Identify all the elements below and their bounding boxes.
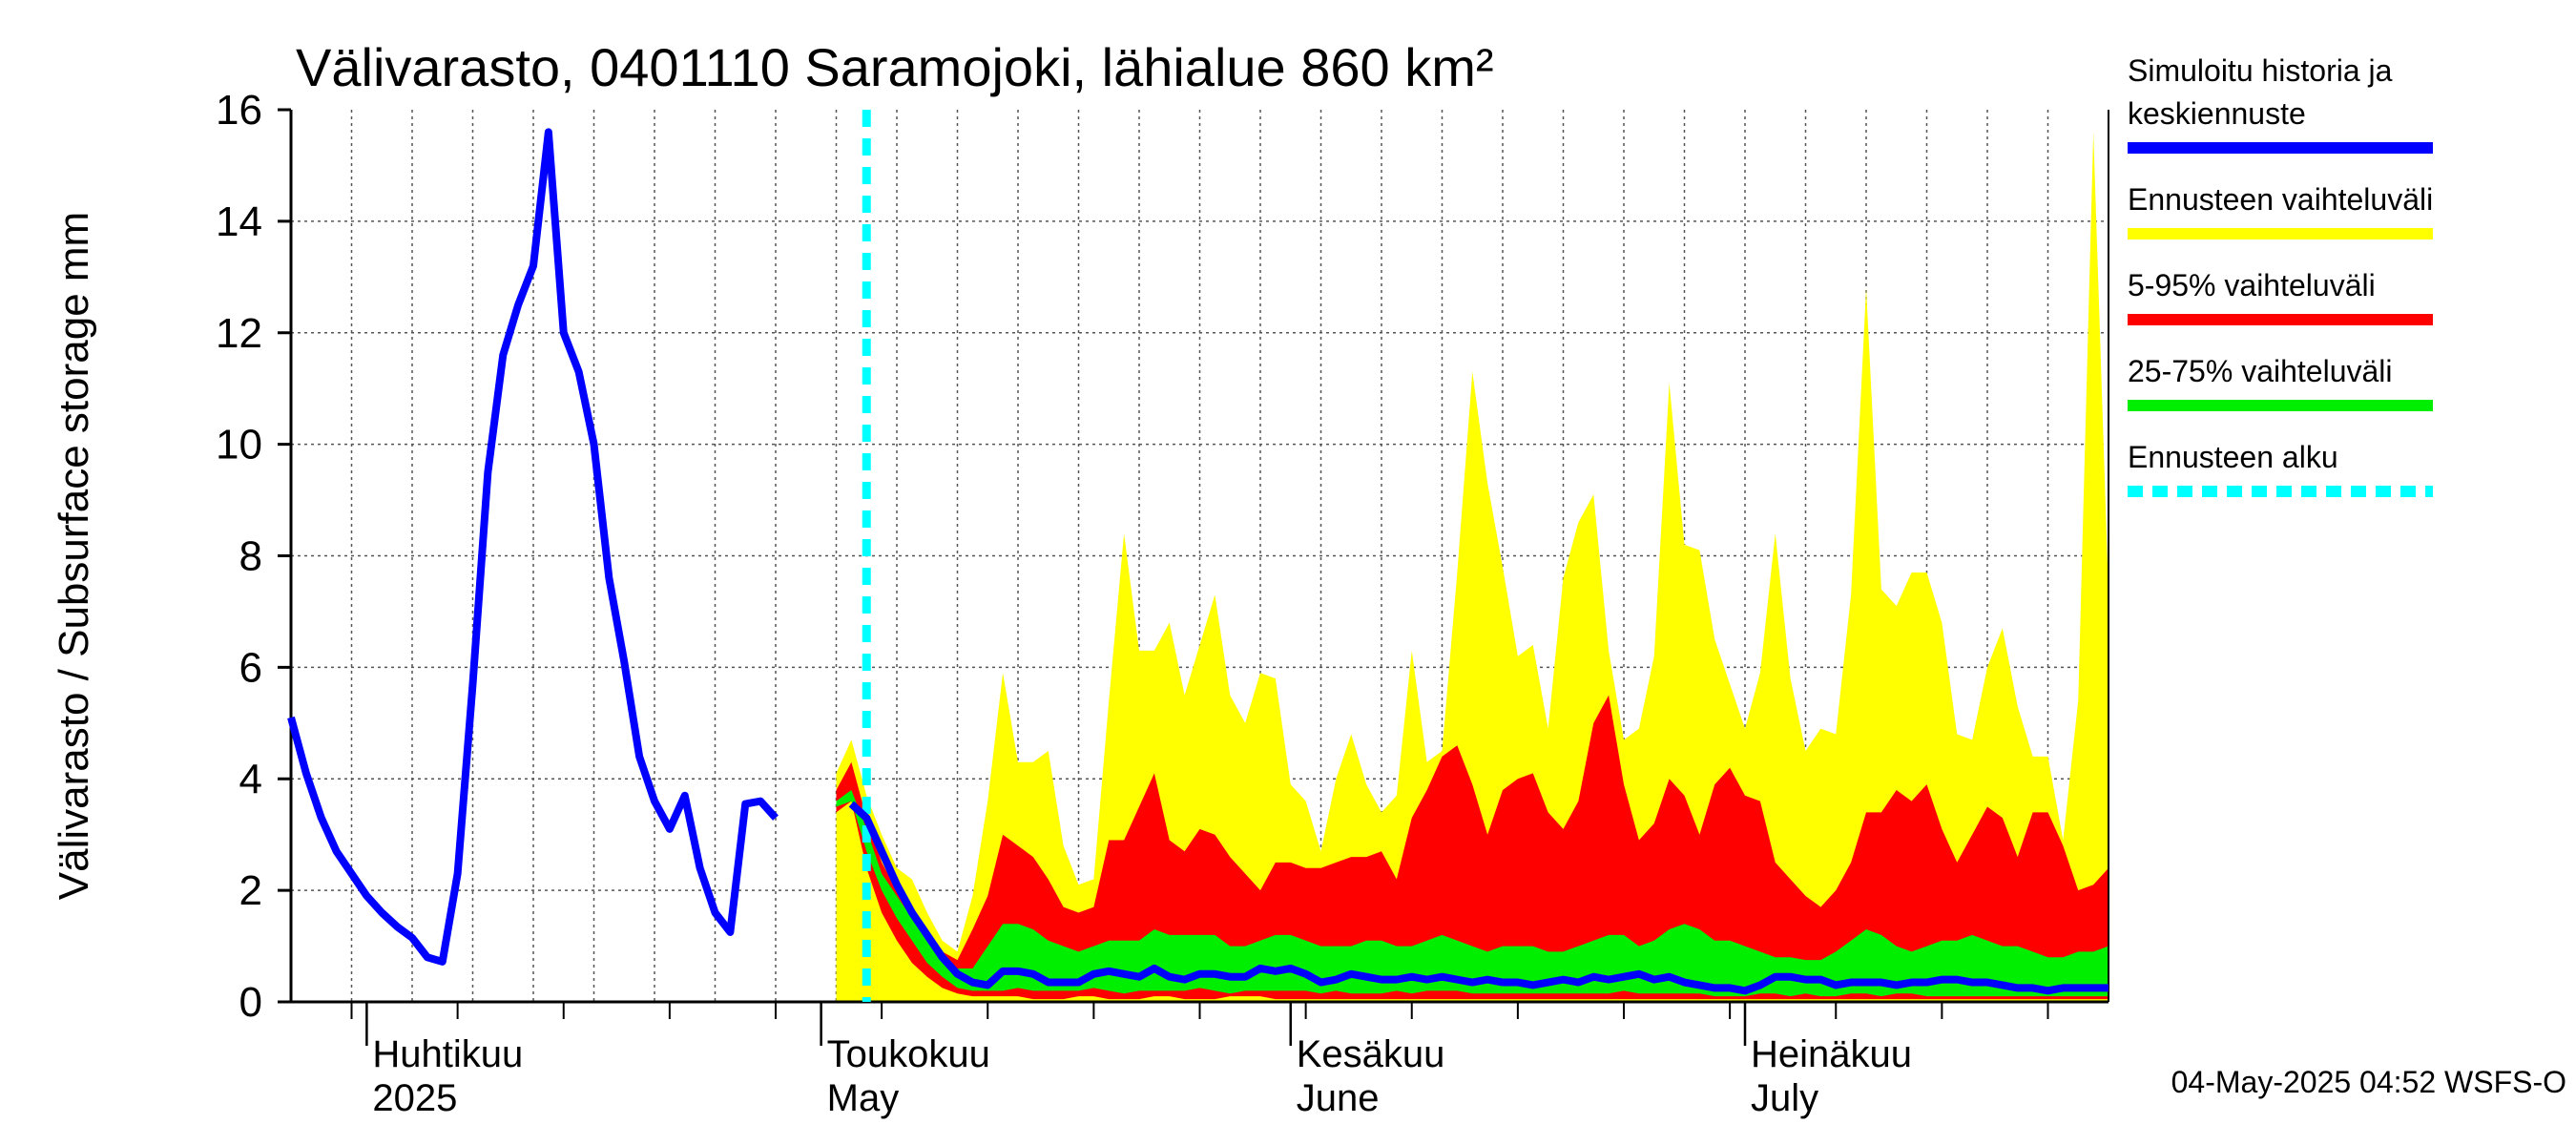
y-tick-label: 10 (216, 422, 262, 468)
legend-label: 5-95% vaihteluväli (2128, 268, 2376, 302)
legend-label: Ennusteen alku (2128, 440, 2338, 474)
x-month-label-en: July (1751, 1077, 1818, 1119)
y-tick-label: 4 (239, 756, 262, 802)
band-5-95 (836, 695, 2109, 1000)
y-tick-label: 2 (239, 867, 262, 914)
y-tick-label: 12 (216, 310, 262, 357)
x-month-label-fi: Huhtikuu (372, 1033, 523, 1075)
history-line (287, 128, 779, 966)
legend-label: Simuloitu historia ja (2128, 53, 2393, 88)
legend-label: 25-75% vaihteluväli (2128, 354, 2393, 388)
legend-label: Ennusteen vaihteluväli (2128, 182, 2433, 217)
median-forecast-line (848, 801, 2109, 995)
y-tick-label: 16 (216, 87, 262, 134)
x-month-label-en: 2025 (372, 1077, 457, 1119)
y-tick-label: 8 (239, 533, 262, 580)
band-25-75 (836, 789, 2109, 997)
x-month-label-en: May (827, 1077, 900, 1119)
y-tick-label: 14 (216, 198, 262, 245)
x-month-label-fi: Toukokuu (827, 1033, 990, 1075)
timestamp-footer: 04-May-2025 04:52 WSFS-O (2171, 1065, 2566, 1099)
series-lines (287, 110, 2109, 1002)
x-month-label-fi: Kesäkuu (1297, 1033, 1445, 1075)
legend-label: keskiennuste (2128, 96, 2306, 131)
y-tick-label: 0 (239, 979, 262, 1026)
y-tick-label: 6 (239, 644, 262, 691)
legend: Simuloitu historia ja keskiennuste Ennuste… (2128, 53, 2433, 497)
chart-title: Välivarasto, 0401110 Saramojoki, lähialu… (296, 37, 1494, 97)
x-month-label-fi: Heinäkuu (1751, 1033, 1912, 1075)
y-axis-label: Välivarasto / Subsurface storage mm (51, 212, 97, 900)
forecast-bands (836, 132, 2109, 1002)
x-month-label-en: June (1297, 1077, 1380, 1119)
